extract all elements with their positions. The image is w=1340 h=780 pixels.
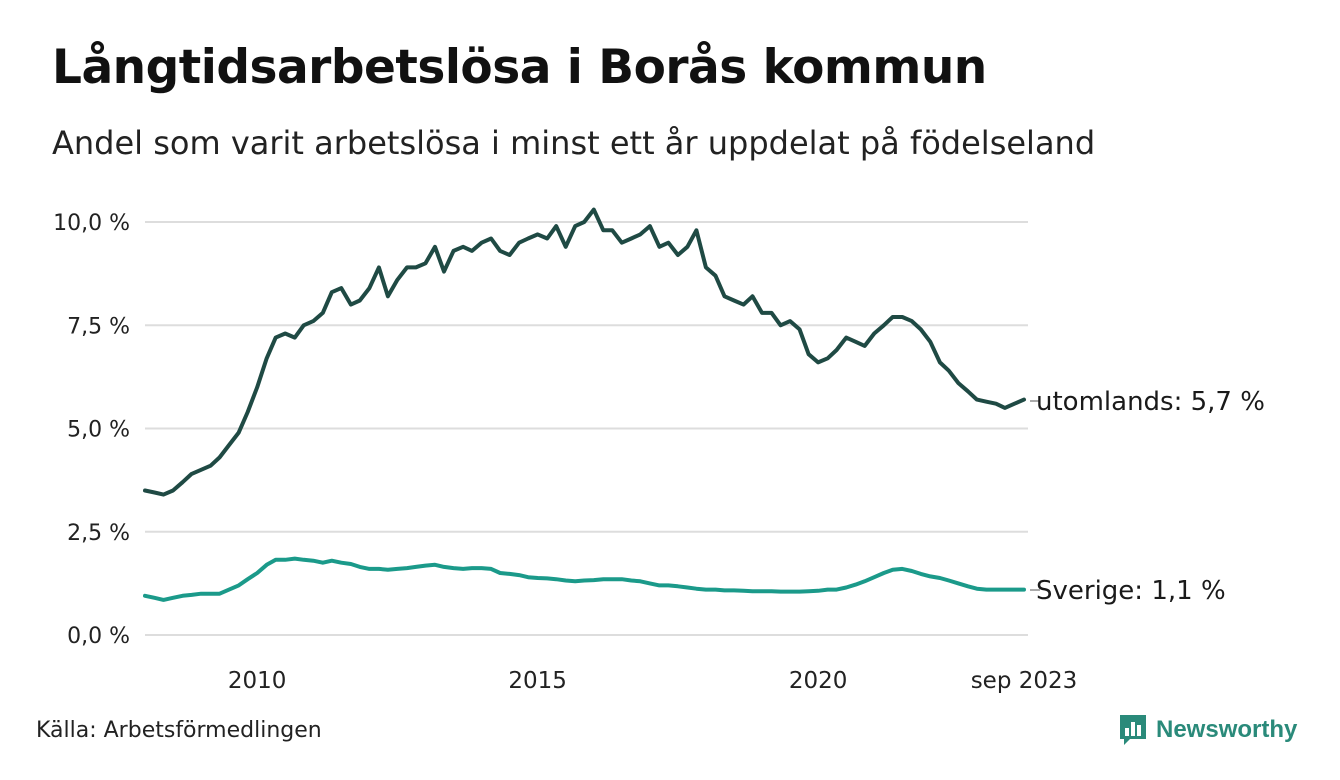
- chart-title: Långtidsarbetslösa i Borås kommun: [52, 40, 987, 95]
- series-end-label: utomlands: 5,7 %: [1036, 387, 1265, 417]
- y-tick-label: 5,0 %: [67, 418, 130, 443]
- source-note: Källa: Arbetsförmedlingen: [36, 718, 322, 743]
- x-tick-label: 2010: [228, 668, 287, 694]
- line-chart: 0,0 % 2,5 % 5,0 % 7,5 % 10,0 % 2010 2015 2020 s…: [53, 207, 1265, 694]
- brand-logo[interactable]: Newsworthy: [1118, 712, 1297, 748]
- series-end-label: Sverige: 1,1 %: [1036, 576, 1226, 606]
- x-tick-label: 2015: [508, 668, 567, 694]
- x-tick-label: sep 2023: [971, 668, 1078, 694]
- newsworthy-icon: [1120, 715, 1146, 745]
- series-line-sverige: [143, 556, 1026, 602]
- x-tick-label: 2020: [789, 668, 848, 694]
- x-axis: 2010 2015 2020 sep 2023: [228, 668, 1077, 694]
- y-axis: 0,0 % 2,5 % 5,0 % 7,5 % 10,0 %: [53, 211, 130, 649]
- grid-lines: [145, 221, 1028, 636]
- y-tick-label: 7,5 %: [67, 314, 130, 339]
- y-tick-label: 2,5 %: [67, 521, 130, 546]
- series-end-labels: utomlands: 5,7 % Sverige: 1,1 %: [1030, 387, 1265, 606]
- series-lines: [143, 207, 1026, 602]
- y-tick-label: 10,0 %: [53, 211, 130, 236]
- y-tick-label: 0,0 %: [67, 624, 130, 649]
- chart-subtitle: Andel som varit arbetslösa i minst ett å…: [52, 124, 1096, 162]
- series-line-utomlands: [143, 207, 1026, 497]
- brand-name: Newsworthy: [1156, 716, 1298, 743]
